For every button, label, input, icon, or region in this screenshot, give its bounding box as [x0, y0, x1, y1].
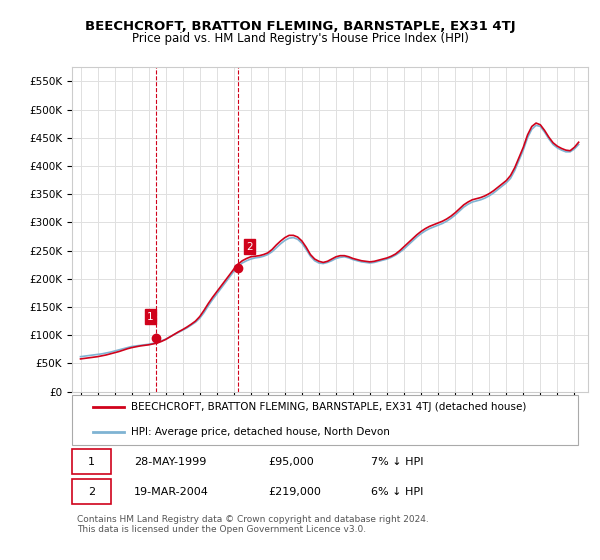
Text: BEECHCROFT, BRATTON FLEMING, BARNSTAPLE, EX31 4TJ: BEECHCROFT, BRATTON FLEMING, BARNSTAPLE,…: [85, 20, 515, 32]
FancyBboxPatch shape: [72, 395, 578, 445]
Text: 7% ↓ HPI: 7% ↓ HPI: [371, 457, 424, 467]
Text: Contains HM Land Registry data © Crown copyright and database right 2024.
This d: Contains HM Land Registry data © Crown c…: [77, 515, 429, 534]
Text: £219,000: £219,000: [268, 487, 321, 497]
Text: 6% ↓ HPI: 6% ↓ HPI: [371, 487, 424, 497]
FancyBboxPatch shape: [72, 479, 110, 504]
Text: HPI: Average price, detached house, North Devon: HPI: Average price, detached house, Nort…: [131, 427, 390, 437]
Text: 1: 1: [147, 311, 154, 321]
Text: BEECHCROFT, BRATTON FLEMING, BARNSTAPLE, EX31 4TJ (detached house): BEECHCROFT, BRATTON FLEMING, BARNSTAPLE,…: [131, 402, 527, 412]
Text: 2: 2: [88, 487, 95, 497]
FancyBboxPatch shape: [72, 449, 110, 474]
Text: Price paid vs. HM Land Registry's House Price Index (HPI): Price paid vs. HM Land Registry's House …: [131, 32, 469, 45]
Text: 1: 1: [88, 457, 95, 467]
Text: 2: 2: [246, 241, 253, 251]
Text: 19-MAR-2004: 19-MAR-2004: [134, 487, 209, 497]
Text: £95,000: £95,000: [268, 457, 314, 467]
Text: 28-MAY-1999: 28-MAY-1999: [134, 457, 206, 467]
